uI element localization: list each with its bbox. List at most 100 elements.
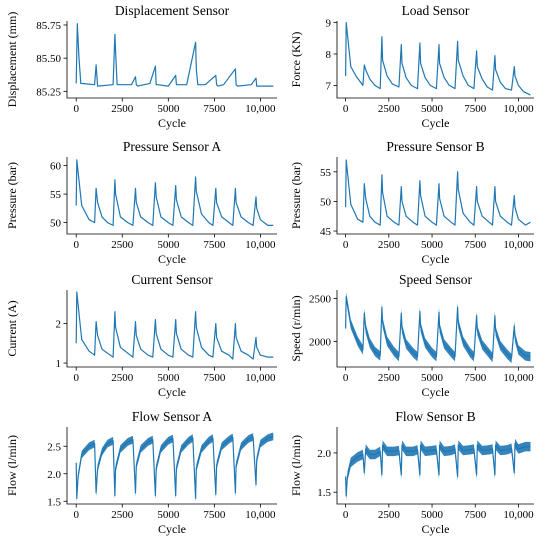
series-line xyxy=(75,159,274,226)
y-tick-label: 45 xyxy=(320,226,332,238)
y-tick-label: 1.5 xyxy=(47,496,61,508)
x-tick-label: 2500 xyxy=(378,103,401,115)
x-tick-label: 10,000 xyxy=(245,239,276,251)
y-tick-label: 2000 xyxy=(309,336,332,348)
sensor-panel: 0 2500 5000 7500 10,000 1.5 2.0 Flow Sensor B Cy… xyxy=(289,409,534,536)
axis-spine xyxy=(66,157,277,235)
y-axis-label: Flow (l/min) xyxy=(289,435,303,496)
panel-title: Current Sensor xyxy=(131,272,213,287)
x-tick-label: 5000 xyxy=(157,509,180,521)
x-tick-label: 0 xyxy=(73,509,79,521)
y-tick-label: 8 xyxy=(326,49,332,61)
y-tick-label: 2.0 xyxy=(47,469,61,481)
x-tick-label: 7500 xyxy=(464,509,487,521)
x-tick-label: 5000 xyxy=(421,239,444,251)
x-tick-label: 7500 xyxy=(203,239,226,251)
x-tick-label: 0 xyxy=(73,372,79,384)
x-axis-label: Cycle xyxy=(158,385,186,399)
x-tick-label: 2500 xyxy=(378,372,401,384)
y-tick-label: 7 xyxy=(326,80,332,92)
y-tick-label: 9 xyxy=(326,18,332,30)
x-tick-label: 7500 xyxy=(464,239,487,251)
x-tick-label: 5000 xyxy=(421,103,444,115)
x-tick-label: 5000 xyxy=(157,239,180,251)
x-axis-label: Cycle xyxy=(158,522,186,536)
x-axis-label: Cycle xyxy=(422,116,450,130)
panel-title: Speed Sensor xyxy=(399,272,473,287)
panel-title: Flow Sensor B xyxy=(395,409,475,424)
x-axis-label: Cycle xyxy=(158,116,186,130)
axis-spine xyxy=(336,427,534,505)
x-tick-label: 5000 xyxy=(421,509,444,521)
x-tick-label: 0 xyxy=(343,509,349,521)
series-line xyxy=(75,435,274,500)
y-axis-label: Displacement (mm) xyxy=(5,12,19,108)
series-line xyxy=(345,296,531,359)
y-tick-label: 85.25 xyxy=(36,86,61,98)
y-tick-label: 2.5 xyxy=(47,441,61,453)
y-axis-label: Pressure (bar) xyxy=(289,162,303,229)
series-line xyxy=(345,159,531,226)
x-tick-label: 0 xyxy=(73,103,79,115)
y-tick-label: 1.5 xyxy=(317,487,331,499)
series-line xyxy=(75,291,274,360)
x-axis-label: Cycle xyxy=(158,252,186,266)
y-tick-label: 1 xyxy=(56,358,62,370)
panel-title: Pressure Sensor B xyxy=(386,139,484,154)
y-tick-label: 85.75 xyxy=(36,20,61,32)
x-tick-label: 10,000 xyxy=(245,509,276,521)
panel-title: Displacement Sensor xyxy=(115,3,230,18)
series-line xyxy=(345,22,531,96)
y-tick-label: 55 xyxy=(320,167,332,179)
sensor-panel: 0 2500 5000 7500 10,000 1 2 Current Sensor Cycle… xyxy=(5,272,277,399)
x-tick-label: 2500 xyxy=(111,239,134,251)
panel-title: Pressure Sensor A xyxy=(123,139,221,154)
sensor-panel: 0 2500 5000 7500 10,000 50 55 60 Pressure Sensor… xyxy=(5,139,277,266)
x-tick-label: 7500 xyxy=(464,372,487,384)
y-axis-label: Speed (r/min) xyxy=(289,295,303,361)
panel-title: Flow Sensor A xyxy=(132,409,213,424)
x-tick-label: 0 xyxy=(343,372,349,384)
x-tick-label: 2500 xyxy=(111,372,134,384)
x-tick-label: 2500 xyxy=(111,103,134,115)
y-axis-label: Current (A) xyxy=(5,300,19,356)
x-tick-label: 5000 xyxy=(157,103,180,115)
series-line xyxy=(75,23,274,87)
y-tick-label: 85.50 xyxy=(36,53,61,65)
axis-spine xyxy=(66,427,277,505)
x-axis-label: Cycle xyxy=(422,252,450,266)
sensor-panel: 0 2500 5000 7500 10,000 45 50 55 Pressure Sensor… xyxy=(289,139,534,266)
x-tick-label: 7500 xyxy=(203,372,226,384)
x-tick-label: 10,000 xyxy=(503,509,534,521)
axis-spine xyxy=(336,157,534,235)
panel-title: Load Sensor xyxy=(402,3,470,18)
x-tick-label: 10,000 xyxy=(503,239,534,251)
x-tick-label: 10,000 xyxy=(245,372,276,384)
y-tick-label: 55 xyxy=(50,189,62,201)
x-tick-label: 2500 xyxy=(111,509,134,521)
y-tick-label: 60 xyxy=(50,161,62,173)
sensor-panel: 0 2500 5000 7500 10,000 1.5 2.0 2.5 Flow Sensor … xyxy=(5,409,277,536)
x-tick-label: 10,000 xyxy=(503,103,534,115)
axis-spine xyxy=(336,21,534,99)
x-tick-label: 7500 xyxy=(203,509,226,521)
y-tick-label: 50 xyxy=(320,196,332,208)
axis-spine xyxy=(66,290,277,368)
y-axis-label: Force (KN) xyxy=(289,32,303,88)
y-tick-label: 2500 xyxy=(309,294,332,306)
sensor-panel: 0 2500 5000 7500 10,000 85.25 85.50 85.75 Displa… xyxy=(5,3,277,130)
x-tick-label: 2500 xyxy=(378,239,401,251)
y-tick-label: 2 xyxy=(56,319,62,331)
x-tick-label: 2500 xyxy=(378,509,401,521)
series-line xyxy=(345,442,531,497)
axis-spine xyxy=(66,21,277,99)
x-tick-label: 0 xyxy=(343,103,349,115)
x-axis-label: Cycle xyxy=(422,522,450,536)
axis-spine xyxy=(336,290,534,368)
x-tick-label: 7500 xyxy=(464,103,487,115)
x-tick-label: 5000 xyxy=(421,372,444,384)
sensor-panel: 0 2500 5000 7500 10,000 2000 2500 Speed Sensor C… xyxy=(289,272,534,399)
y-axis-label: Flow (l/min) xyxy=(5,435,19,496)
x-tick-label: 10,000 xyxy=(503,372,534,384)
